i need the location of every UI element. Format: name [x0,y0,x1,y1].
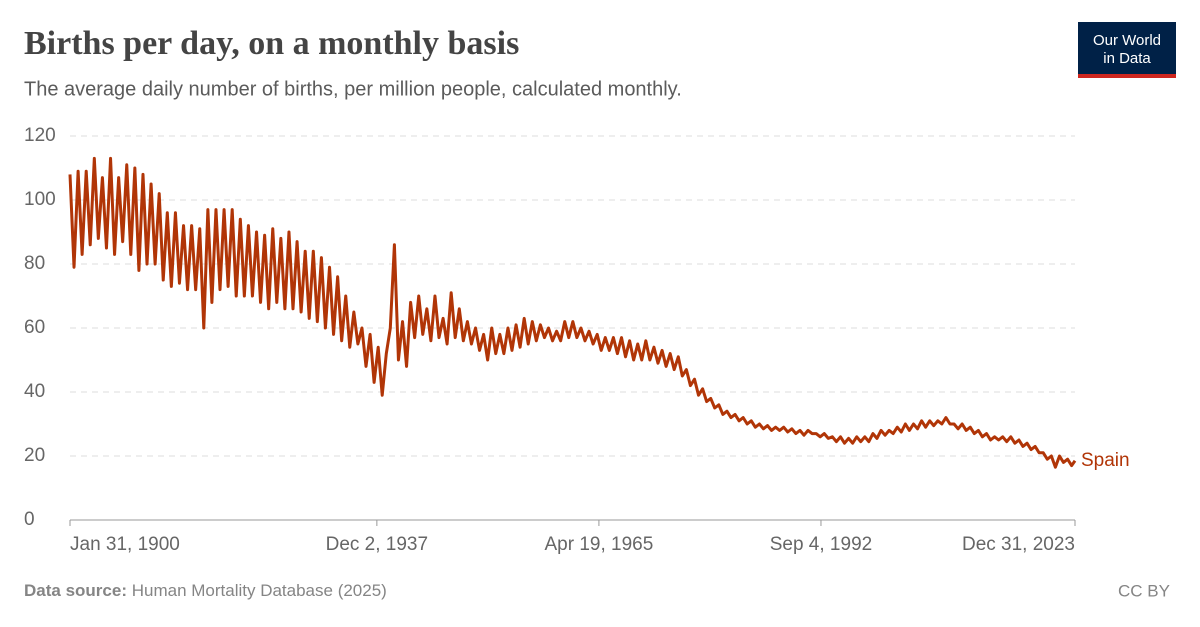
x-tick-label: Dec 31, 2023 [962,534,1075,555]
series-label: Spain [1081,450,1130,471]
y-tick-label: 20 [24,445,45,466]
x-tick-label: Sep 4, 1992 [770,534,872,555]
y-tick-label: 0 [24,509,35,530]
line [68,156,1077,469]
footer-source: Data source: Human Mortality Database (2… [24,581,387,600]
logo-text: in Data [1103,50,1151,67]
y-tick-label: 80 [24,253,45,274]
chart-title: Births per day, on a monthly basis [24,25,519,62]
y-tick-label: 40 [24,381,45,402]
logo-box [1078,22,1176,74]
logo: Our World in Data [1078,22,1176,78]
y-tick-label: 60 [24,317,45,338]
y-tick-label: 100 [24,189,56,210]
y-tick-label: 120 [24,125,56,146]
x-tick-label: Jan 31, 1900 [70,534,180,555]
license: CC BY [1118,581,1170,600]
chart-subtitle: The average daily number of births, per … [24,78,682,100]
source-text: Human Mortality Database (2025) [132,581,387,600]
logo-underline [1078,74,1176,78]
source-label: Data source: [24,581,127,600]
x-tick-label: Dec 2, 1937 [326,534,428,555]
x-tick-label: Apr 19, 1965 [545,534,654,555]
logo-text: Our World [1093,32,1161,49]
